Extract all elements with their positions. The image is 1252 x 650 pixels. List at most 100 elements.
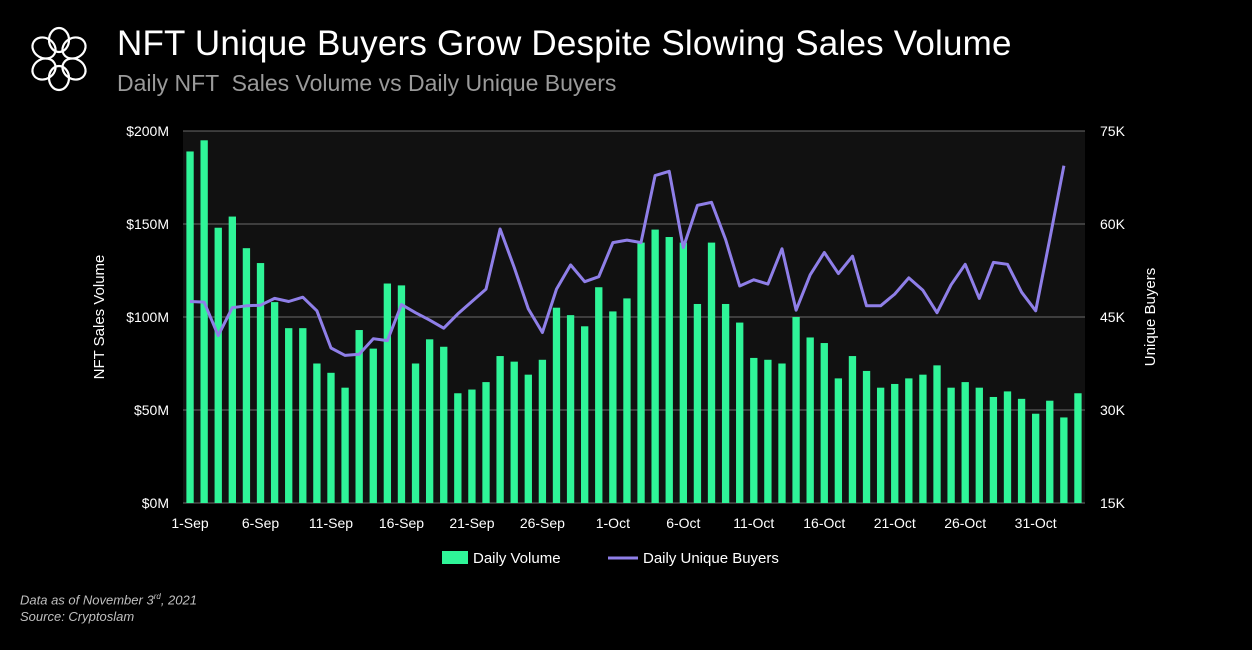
volume-bar: [595, 287, 603, 503]
legend: Daily Volume Daily Unique Buyers: [442, 550, 779, 567]
volume-bar: [609, 311, 617, 503]
x-tick-label: 11-Sep: [309, 515, 353, 531]
left-tick-label: $0M: [142, 495, 169, 511]
x-tick-label: 21-Sep: [449, 515, 494, 531]
right-axis-label: Unique Buyers: [1142, 268, 1159, 366]
volume-bar: [736, 322, 744, 503]
x-tick-label: 6-Oct: [666, 515, 700, 531]
data-date-note: Data as of November 3rd, 2021: [20, 588, 197, 608]
volume-bar: [891, 383, 899, 503]
legend-volume-label: Daily Volume: [473, 550, 561, 567]
data-date-prefix: Data as of November 3: [20, 592, 154, 608]
right-tick-label: 30K: [1100, 402, 1126, 418]
volume-bar: [214, 227, 222, 503]
left-axis-label: NFT Sales Volume: [91, 255, 108, 380]
right-tick-label: 45K: [1100, 309, 1126, 325]
volume-bar: [975, 387, 983, 503]
x-tick-label: 1-Sep: [171, 515, 209, 531]
volume-bar: [496, 356, 504, 503]
volume-bar: [721, 303, 730, 503]
volume-bar: [933, 365, 941, 503]
volume-bar: [299, 328, 307, 503]
right-tick-label: 75K: [1100, 123, 1126, 139]
volume-bar: [919, 374, 927, 503]
volume-bar: [1074, 393, 1082, 503]
volume-bar: [341, 387, 349, 503]
volume-bar: [369, 348, 377, 503]
x-tick-label: 31-Oct: [1015, 515, 1057, 531]
volume-bar: [327, 372, 335, 503]
volume-bar: [764, 359, 772, 503]
legend-volume-swatch: [442, 551, 468, 564]
volume-bar: [1032, 413, 1040, 503]
volume-bar: [876, 387, 885, 503]
x-tick-label: 6-Sep: [242, 515, 280, 531]
volume-bar: [552, 307, 561, 503]
volume-bar: [581, 326, 589, 503]
volume-bar: [383, 283, 392, 503]
volume-bar: [425, 339, 434, 503]
volume-bar: [256, 263, 265, 503]
volume-bars: [186, 140, 1082, 504]
volume-bar: [1003, 391, 1012, 503]
volume-bar: [1060, 417, 1068, 503]
volume-bar: [538, 359, 547, 503]
volume-bar: [228, 216, 236, 503]
volume-bar: [651, 229, 659, 503]
volume-bar: [989, 396, 998, 503]
volume-bar: [440, 346, 448, 503]
x-tick-label: 21-Oct: [874, 515, 916, 531]
volume-bar: [792, 317, 800, 503]
volume-bar: [566, 315, 575, 503]
flower-ring-logo-icon: [31, 26, 87, 92]
x-axis-ticks: 1-Sep 6-Sep 11-Sep 16-Sep 21-Sep 26-Sep 1-Oct 6…: [171, 515, 1056, 531]
volume-bar: [862, 370, 871, 503]
volume-bar: [1046, 400, 1054, 503]
x-tick-label: 26-Sep: [520, 515, 565, 531]
volume-bar: [397, 285, 406, 503]
footnote: Data as of November 3rd, 2021 Source: Cr…: [20, 588, 197, 625]
x-tick-label: 11-Oct: [733, 515, 774, 531]
volume-bar: [242, 248, 251, 503]
volume-bar: [665, 237, 673, 503]
left-axis-ticks: $0M $50M $100M $150M $200M: [126, 123, 169, 511]
data-date-suffix: , 2021: [160, 592, 197, 608]
volume-bar: [468, 389, 476, 503]
right-tick-label: 15K: [1100, 495, 1126, 511]
source-note: Source: Cryptoslam: [20, 609, 135, 625]
left-tick-label: $50M: [134, 402, 169, 418]
unique-buyers-line: [189, 165, 1066, 357]
volume-bar: [637, 242, 645, 503]
data-date-sup: rd: [153, 592, 161, 601]
volume-bar: [947, 387, 955, 503]
volume-bar: [313, 363, 321, 503]
volume-bar: [778, 363, 786, 503]
right-tick-label: 60K: [1100, 216, 1126, 232]
volume-bar: [693, 303, 702, 503]
volume-bar: [200, 140, 208, 504]
volume-bar: [679, 242, 687, 503]
volume-bar: [750, 357, 758, 503]
volume-bar: [411, 363, 420, 503]
left-tick-label: $150M: [126, 216, 169, 232]
volume-bar: [834, 378, 843, 503]
volume-bar: [270, 302, 279, 503]
volume-bar: [186, 151, 194, 503]
volume-bar: [285, 328, 293, 503]
volume-bar: [1017, 398, 1026, 503]
x-tick-label: 16-Sep: [379, 515, 424, 531]
volume-bar: [510, 361, 518, 503]
x-tick-label: 16-Oct: [803, 515, 845, 531]
volume-bar: [806, 337, 814, 503]
chart-title: NFT Unique Buyers Grow Despite Slowing S…: [117, 24, 1012, 63]
volume-bar: [454, 393, 462, 503]
volume-bar: [905, 378, 913, 503]
volume-bar: [848, 356, 857, 503]
left-tick-label: $100M: [126, 309, 169, 325]
volume-bar: [482, 382, 490, 503]
legend-buyers-label: Daily Unique Buyers: [643, 550, 779, 567]
volume-bar: [623, 298, 631, 503]
chart-subtitle: Daily NFT Sales Volume vs Daily Unique B…: [117, 70, 617, 96]
left-tick-label: $200M: [126, 123, 169, 139]
